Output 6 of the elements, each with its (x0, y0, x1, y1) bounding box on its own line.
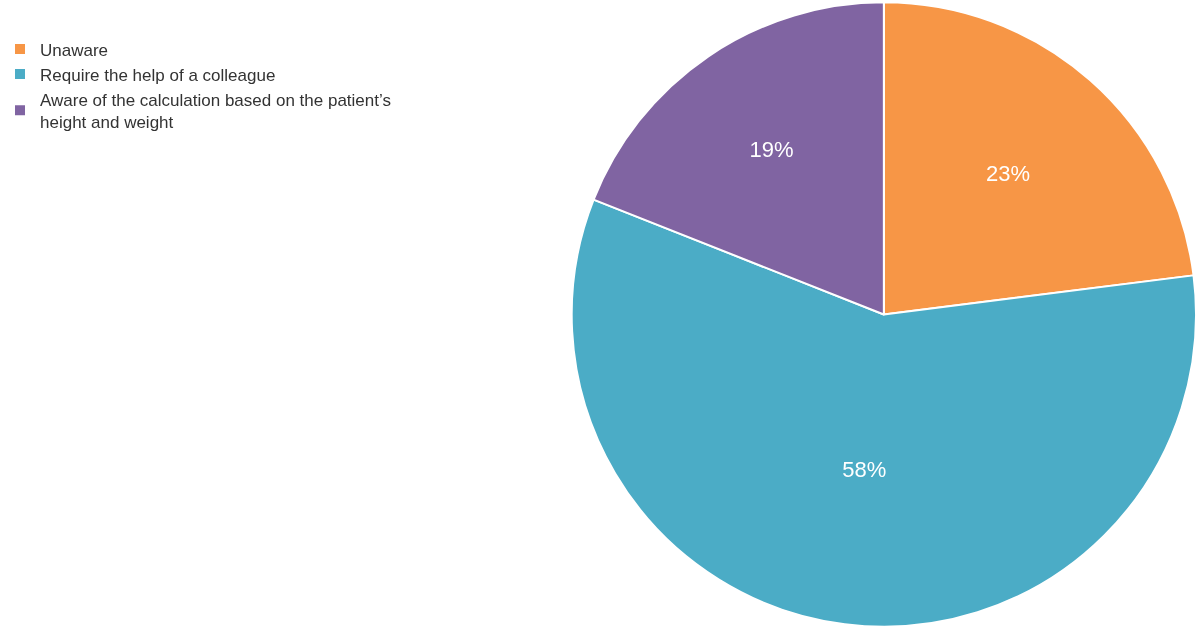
legend-label: Unaware (40, 40, 109, 60)
legend-label: Require the help of a colleague (40, 65, 276, 85)
data-label: 58% (842, 456, 887, 482)
legend-label: Aware of the calculation based on the patient’s height and weight (40, 90, 391, 132)
data-label: 23% (986, 161, 1031, 187)
data-label: 19% (749, 136, 794, 162)
